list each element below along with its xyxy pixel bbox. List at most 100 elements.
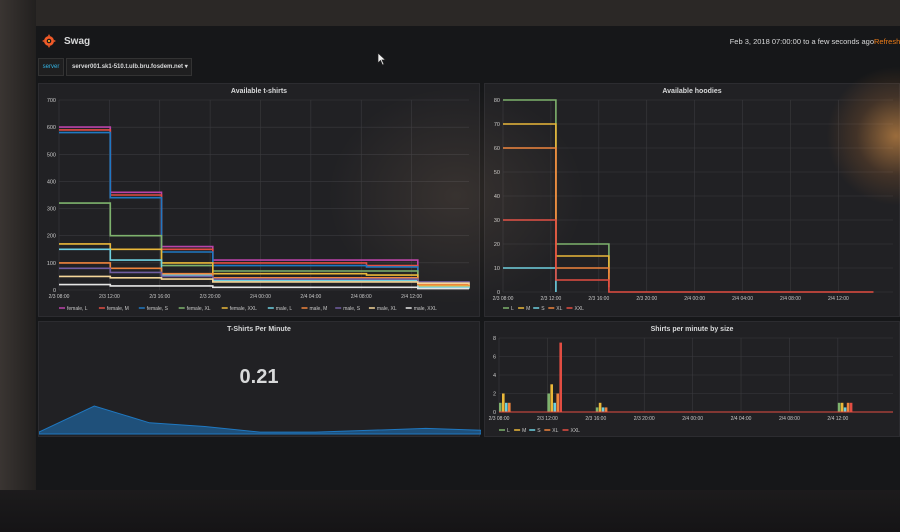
sparkline-area (39, 405, 481, 435)
bar-s (601, 407, 605, 412)
y-tick-label: 0 (497, 290, 500, 296)
shirts-by-size-chart: 8 6 4 2 02/3 08:00 2/3 12:00 2/3 16:00 2/3 20:0… (489, 336, 893, 434)
series-line-female-s (59, 248, 470, 289)
x-tick-label: 2/4 12:00 (401, 294, 422, 300)
bar-s (843, 407, 847, 412)
dashboard-screen: Swag Feb 3, 2018 07:00:00 to a few secon… (36, 26, 900, 490)
panel-title[interactable]: T-Shirts Per Minute (227, 326, 291, 333)
y-tick-label: 500 (47, 152, 56, 158)
panel-title[interactable]: Available hoodies (662, 88, 722, 95)
x-tick-label: 2/4 12:00 (828, 296, 849, 302)
legend-item: male, L (276, 306, 293, 312)
panel-available-tshirts[interactable]: Available t-shirts 700 600 500 400 300 200 100… (38, 83, 480, 317)
x-tick-label: 2/3 20:00 (634, 416, 655, 422)
bar-xxl (559, 342, 562, 412)
tshirts-chart: 700 600 500 400 300 200 100 02/3 08:00 2/3 12:00… (47, 98, 470, 312)
x-tick-label: 2/3 12:00 (540, 296, 561, 302)
x-tick-label: 2/3 08:00 (489, 416, 510, 422)
panel-shirts-per-minute-by-size[interactable]: Shirts per minute by size 8 6 4 2 0 2/3 08:00… (484, 321, 900, 437)
x-tick-label: 2/3 08:00 (49, 294, 70, 300)
legend-item: male, S (343, 306, 361, 312)
y-tick-label: 600 (47, 125, 56, 131)
y-tick-label: 100 (47, 261, 56, 267)
x-tick-label: 2/3 16:00 (588, 296, 609, 302)
refresh-interval[interactable]: Refresh every (874, 37, 900, 46)
monitor-bezel-left (0, 0, 36, 532)
x-tick-label: 2/4 00:00 (684, 296, 705, 302)
dashboard-navbar: Swag Feb 3, 2018 07:00:00 to a few secon… (36, 26, 900, 56)
hoodies-chart: 80 70 60 50 40 30 20 10 02/3 08:00 2/3 12:00 2/3 1… (493, 98, 893, 312)
panel-tshirts-per-minute[interactable]: T-Shirts Per Minute 0.21 (38, 321, 481, 437)
y-tick-label: 8 (493, 336, 496, 342)
bar-xl (556, 393, 559, 412)
monitor-bezel-top (0, 0, 900, 26)
legend-item: female, M (107, 306, 129, 312)
x-tick-label: 2/4 00:00 (682, 416, 703, 422)
panel-available-hoodies[interactable]: Available hoodies 80 70 60 50 40 30 20 10 0 2/3 0… (484, 83, 900, 317)
bar-m (840, 402, 844, 413)
y-tick-label: 0 (53, 288, 56, 294)
series-line-s (503, 267, 557, 292)
y-tick-label: 300 (47, 207, 56, 213)
bar-m (502, 393, 505, 412)
bar-l (547, 393, 550, 412)
series-line-male-xxl (59, 275, 470, 285)
legend-item: male, M (310, 306, 328, 312)
x-tick-label: 2/3 12:00 (99, 294, 120, 300)
legend-item: XL (552, 428, 558, 434)
legend-item: L (507, 428, 510, 434)
x-tick-label: 2/4 00:00 (250, 294, 271, 300)
legend-item: female, XXL (230, 306, 257, 312)
tpm-sparkline (39, 405, 481, 435)
y-tick-label: 2 (493, 392, 496, 398)
x-tick-label: 2/3 08:00 (493, 296, 514, 302)
legend-item: female, L (67, 306, 88, 312)
legend-item: female, S (147, 306, 169, 312)
y-tick-label: 6 (493, 355, 496, 361)
x-tick-label: 2/3 16:00 (585, 416, 606, 422)
legend-item: XL (556, 306, 562, 312)
y-tick-label: 20 (494, 242, 500, 248)
bar-m (550, 384, 553, 413)
dashboard-title[interactable]: Swag (64, 36, 91, 47)
y-tick-label: 60 (494, 146, 500, 152)
panel-title[interactable]: Available t-shirts (230, 88, 288, 95)
mouse-cursor-icon (377, 52, 387, 66)
panel-title[interactable]: Shirts per minute by size (650, 326, 734, 333)
x-tick-label: 2/3 20:00 (200, 294, 221, 300)
legend-item: XXL (571, 428, 581, 434)
bar-xxl (849, 402, 853, 413)
variable-label-server: server (38, 58, 64, 76)
x-tick-label: 2/3 20:00 (636, 296, 657, 302)
series-line-male-l (59, 129, 470, 289)
grafana-logo-icon[interactable] (42, 34, 56, 48)
y-tick-label: 0 (493, 410, 496, 416)
x-tick-label: 2/4 08:00 (351, 294, 372, 300)
x-tick-label: 2/4 04:00 (300, 294, 321, 300)
bar-m (598, 402, 602, 413)
y-tick-label: 80 (494, 98, 500, 104)
time-range-picker[interactable]: Feb 3, 2018 07:00:00 to a few seconds ag… (729, 37, 874, 46)
bar-xl (508, 402, 511, 413)
y-tick-label: 4 (493, 373, 496, 379)
series-line-xxl (503, 219, 874, 293)
legend-item: male, XL (377, 306, 397, 312)
legend-item: female, XL (187, 306, 211, 312)
bar-s (505, 402, 508, 413)
x-tick-label: 2/4 08:00 (779, 416, 800, 422)
y-tick-label: 70 (494, 122, 500, 128)
x-tick-label: 2/3 12:00 (537, 416, 558, 422)
x-tick-label: 2/3 16:00 (149, 294, 170, 300)
legend-item: male, XXL (414, 306, 437, 312)
y-tick-label: 400 (47, 179, 56, 185)
bar-s (553, 402, 556, 413)
series-line-female-xxl (59, 283, 469, 290)
y-tick-label: 200 (47, 234, 56, 240)
bar-xl (846, 402, 850, 413)
singlestat-value: 0.21 (239, 366, 279, 388)
legend-item: S (541, 306, 545, 312)
bar-l (837, 402, 841, 413)
bar-l (595, 407, 599, 412)
x-tick-label: 2/4 08:00 (780, 296, 801, 302)
server-variable-dropdown[interactable]: server001.sk1-510.t.ulb.bru.fosdem.net ▾ (66, 58, 192, 76)
